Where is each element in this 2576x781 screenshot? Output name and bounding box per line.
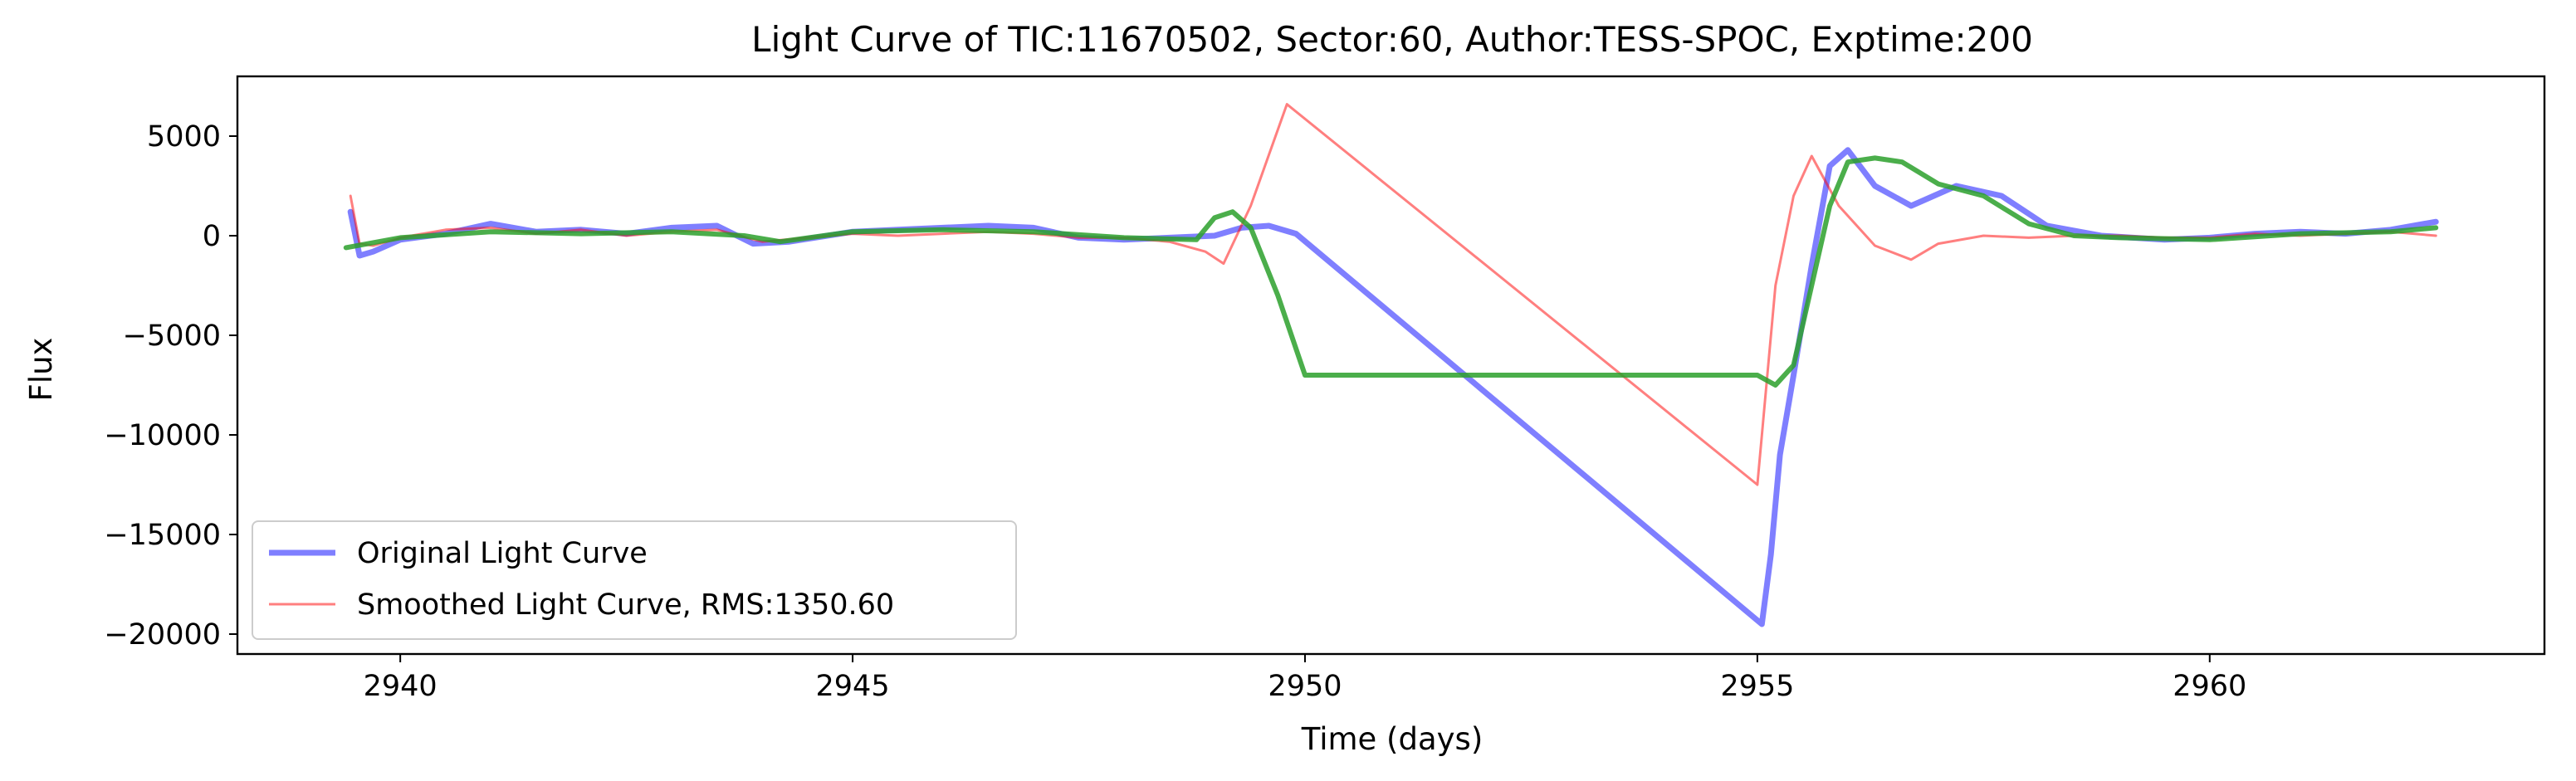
x-tick-label: 2955 [1720,670,1794,703]
y-tick-label: −15000 [104,519,221,552]
legend: Original Light Curve Smoothed Light Curve… [252,520,1017,640]
y-tick-label: −10000 [104,419,221,452]
x-tick-label: 2960 [2173,670,2246,703]
y-tick-label: −5000 [123,320,221,353]
series-layer [343,103,2439,627]
chart-title: Light Curve of TIC:11670502, Sector:60, … [751,19,2033,60]
x-tick-label: 2940 [364,670,437,703]
y-axis-label: Flux [23,338,59,402]
legend-label-1: Original Light Curve [357,537,648,570]
legend-label-2: Smoothed Light Curve, RMS:1350.60 [357,588,894,622]
y-tick-label: 5000 [147,120,221,154]
x-axis-label: Time (days) [1301,721,1484,757]
legend-box [252,520,1017,640]
y-tick-label: 0 [203,220,221,253]
y-tick-label: −20000 [104,618,221,652]
series-line-3 [343,155,2439,388]
plot-frame [236,75,2546,656]
x-tick-label: 2945 [816,670,890,703]
x-axis: 2940 2945 2950 2955 2960 [364,654,2246,703]
y-axis: 5000 0 −5000 −10000 −15000 −20000 [104,120,237,652]
x-tick-label: 2950 [1268,670,1342,703]
